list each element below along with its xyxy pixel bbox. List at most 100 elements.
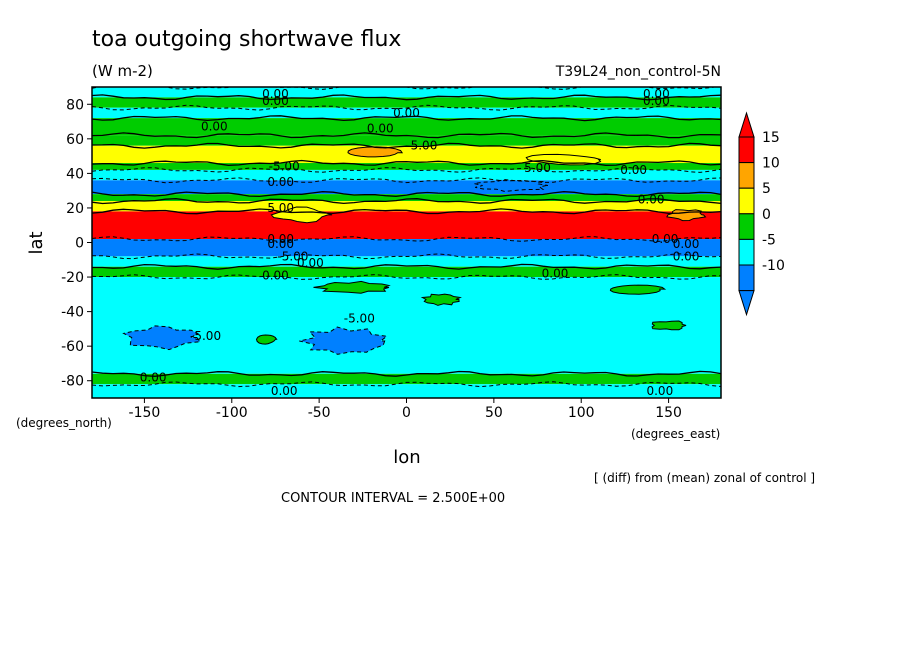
contour-patch-10 xyxy=(255,334,278,345)
contour-line-layer xyxy=(92,87,721,388)
contour-line-13 xyxy=(92,253,721,260)
contour-label-23: -5.00 xyxy=(344,312,375,326)
y-tick-label: 0 xyxy=(75,236,84,252)
y-tick-label: 40 xyxy=(66,166,84,182)
contour-label-17: 0.00 xyxy=(673,237,700,251)
contour-label-14: 0.00 xyxy=(267,232,294,246)
x-tick-label: -100 xyxy=(216,405,248,421)
contour-band-5 xyxy=(92,145,721,164)
contour-label-26: 0.00 xyxy=(271,384,298,398)
y-tick-label: 60 xyxy=(66,132,84,148)
y-tick-label: -60 xyxy=(61,339,84,355)
contour-patch-2 xyxy=(473,178,548,192)
colorbar-segment xyxy=(738,136,755,164)
contour-label-15: 0.00 xyxy=(267,237,294,251)
contour-band-4 xyxy=(92,135,721,146)
footer-note: [ (diff) from (mean) zonal of control ] xyxy=(594,471,815,485)
contour-patch-7 xyxy=(420,293,462,306)
chart-units: (W m-2) xyxy=(92,62,153,80)
contour-label-5: 0.00 xyxy=(201,120,228,134)
y-tick-label: 80 xyxy=(66,97,84,113)
colorbar-label: -10 xyxy=(762,258,785,274)
contour-line-16 xyxy=(92,370,721,377)
colorbar-segment xyxy=(738,162,755,189)
contour-label-12: 5.00 xyxy=(267,201,294,215)
contour-label-19: 0.00 xyxy=(297,256,324,270)
colorbar-bottom-arrow xyxy=(738,290,755,317)
contour-line-8 xyxy=(92,177,721,184)
contour-label-2: 0.00 xyxy=(643,87,670,101)
contour-label-27: 0.00 xyxy=(646,384,673,398)
contour-band-8 xyxy=(92,180,721,195)
contour-label-11: 0.00 xyxy=(638,192,665,206)
contour-label-6: 0.00 xyxy=(367,121,394,135)
contour-band-10 xyxy=(92,201,721,212)
x-tick-label: 0 xyxy=(402,405,411,421)
contour-band-12 xyxy=(92,239,721,257)
contour-label-24: -5.00 xyxy=(190,329,221,343)
contour-patch-0 xyxy=(122,325,202,351)
contour-line-4 xyxy=(92,132,721,139)
contour-label-8: 5.00 xyxy=(524,161,551,175)
y-tick-label: -20 xyxy=(61,270,84,286)
colorbar-label: 15 xyxy=(762,130,780,146)
x-tick-label: -150 xyxy=(129,405,161,421)
colorbar-label: 5 xyxy=(762,181,771,197)
colorbar-top-arrow xyxy=(738,111,755,138)
contour-line-0 xyxy=(92,87,718,90)
contour-patch-9 xyxy=(651,320,687,331)
y-unit-label: (degrees_north) xyxy=(16,416,112,430)
contour-patch-3 xyxy=(270,206,333,224)
x-tick-label: 150 xyxy=(655,405,682,421)
contour-label-16: 0.00 xyxy=(652,232,679,246)
contour-line-3 xyxy=(92,115,721,122)
contour-band-7 xyxy=(92,169,721,181)
contour-band-2 xyxy=(92,107,721,119)
chart-title: toa outgoing shortwave flux xyxy=(92,27,401,52)
contour-patch-8 xyxy=(313,280,391,294)
colorbar: 15 10 5 0 -5 -10 xyxy=(738,111,785,317)
contour-line-10 xyxy=(92,198,721,205)
colorbar-segment xyxy=(738,238,755,266)
contour-label-10: 0.00 xyxy=(620,163,647,177)
contour-fill-layer xyxy=(92,87,721,398)
contour-label-7: 5.00 xyxy=(411,139,438,153)
contour-band-17 xyxy=(92,384,721,398)
contour-label-13: 0.00 xyxy=(267,175,294,189)
plot-area: 0.000.00 0.000.000.000.00 0.005.005.00-5.0… xyxy=(91,86,722,399)
x-tick-label: 100 xyxy=(568,405,595,421)
run-label: T39L24_non_control-5N xyxy=(555,64,721,80)
contour-band-1 xyxy=(92,97,721,108)
contour-patch-5 xyxy=(525,153,602,166)
colorbar-segment xyxy=(738,187,755,215)
contour-patch-4 xyxy=(347,146,404,158)
contour-line-7 xyxy=(92,166,721,173)
contour-band-13 xyxy=(92,256,721,267)
contour-label-4: 0.00 xyxy=(393,106,420,120)
contour-patch-1 xyxy=(299,326,388,355)
y-axis-ticks: 80 60 40 20 0 -20 -40 -60 -80 xyxy=(61,97,92,390)
contour-label-20: 0.00 xyxy=(673,249,700,263)
colorbar-label: -5 xyxy=(762,232,776,248)
y-tick-label: 20 xyxy=(66,201,84,217)
contour-label-25: 0.00 xyxy=(140,370,167,384)
contour-label-0: 0.00 xyxy=(262,87,289,101)
contour-patch-11 xyxy=(609,284,667,295)
contour-band-0 xyxy=(92,87,721,98)
contour-line-14 xyxy=(92,263,721,270)
x-axis-ticks: -150 -100 -50 0 50 100 150 xyxy=(129,398,682,421)
contour-line-9 xyxy=(92,191,721,198)
contour-label-18: -5.00 xyxy=(277,249,308,263)
contour-band-6 xyxy=(92,163,721,170)
colorbar-label: 10 xyxy=(762,156,780,172)
contour-line-15 xyxy=(92,274,721,280)
contour-band-16 xyxy=(92,373,721,385)
contour-band-15 xyxy=(92,277,721,374)
x-tick-label: -50 xyxy=(308,405,331,421)
contour-label-3: 0.00 xyxy=(643,94,670,108)
colorbar-label: 0 xyxy=(762,207,771,223)
contour-line-5 xyxy=(92,142,721,149)
colorbar-segment xyxy=(738,213,755,240)
y-tick-label: -80 xyxy=(61,374,84,390)
